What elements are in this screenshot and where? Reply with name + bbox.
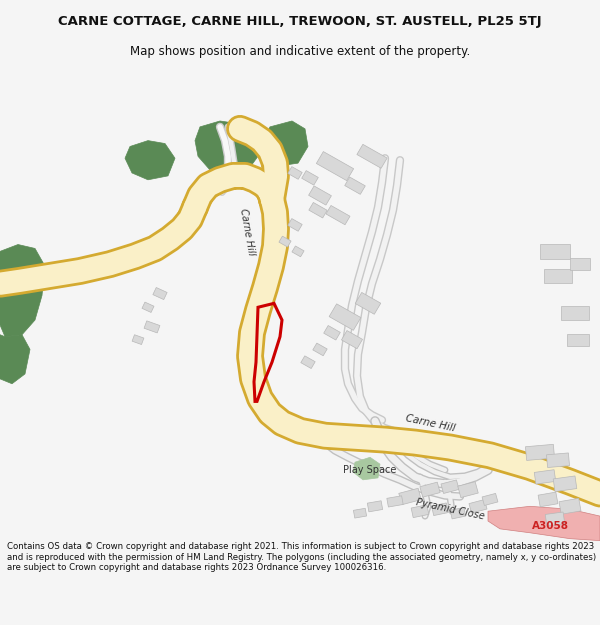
Text: Map shows position and indicative extent of the property.: Map shows position and indicative extent… [130, 46, 470, 59]
Bar [309, 202, 327, 218]
Bar [353, 508, 367, 518]
Bar [341, 331, 362, 349]
Bar [441, 480, 459, 494]
Polygon shape [125, 141, 175, 180]
Bar [142, 302, 154, 312]
Bar [399, 488, 421, 505]
Bar [545, 512, 565, 526]
Bar [292, 246, 304, 257]
Bar [288, 167, 302, 179]
Bar [544, 269, 572, 282]
Bar [313, 343, 327, 356]
Text: Contains OS data © Crown copyright and database right 2021. This information is : Contains OS data © Crown copyright and d… [7, 542, 596, 572]
Bar [144, 321, 160, 333]
Bar [450, 508, 466, 519]
Bar [469, 499, 487, 513]
Text: A3058: A3058 [532, 521, 569, 531]
Bar [534, 470, 556, 484]
Bar [357, 144, 387, 168]
Bar [482, 493, 498, 506]
Bar [367, 501, 383, 512]
Polygon shape [353, 458, 380, 480]
Bar [132, 335, 144, 344]
Polygon shape [195, 121, 258, 176]
Bar [302, 171, 319, 185]
Polygon shape [0, 244, 45, 337]
Bar [153, 288, 167, 299]
Text: Pyramid Close: Pyramid Close [415, 497, 485, 521]
Bar [547, 453, 569, 468]
Text: CARNE COTTAGE, CARNE HILL, TREWOON, ST. AUSTELL, PL25 5TJ: CARNE COTTAGE, CARNE HILL, TREWOON, ST. … [58, 16, 542, 28]
Bar [323, 326, 340, 340]
Bar [411, 505, 429, 518]
Bar [387, 496, 403, 507]
Bar [326, 206, 350, 225]
Bar [526, 444, 554, 461]
Polygon shape [488, 506, 600, 541]
Bar [316, 152, 353, 181]
Bar [308, 186, 331, 205]
Bar [561, 306, 589, 320]
Polygon shape [0, 335, 30, 384]
Bar [540, 244, 570, 259]
Bar [570, 258, 590, 270]
Bar [567, 334, 589, 346]
Bar [420, 482, 440, 497]
Bar [301, 356, 315, 369]
Bar [279, 236, 291, 247]
Bar [329, 304, 361, 330]
Bar [559, 498, 581, 514]
Bar [538, 492, 558, 507]
Text: Carne Hill: Carne Hill [404, 413, 456, 433]
Bar [458, 482, 478, 498]
Text: Carne Hill: Carne Hill [238, 208, 256, 256]
Text: Play Space: Play Space [343, 465, 397, 475]
Bar [431, 503, 448, 516]
Bar [355, 292, 381, 314]
Bar [345, 177, 365, 194]
Bar [553, 476, 577, 492]
Polygon shape [263, 121, 308, 166]
Bar [288, 219, 302, 231]
